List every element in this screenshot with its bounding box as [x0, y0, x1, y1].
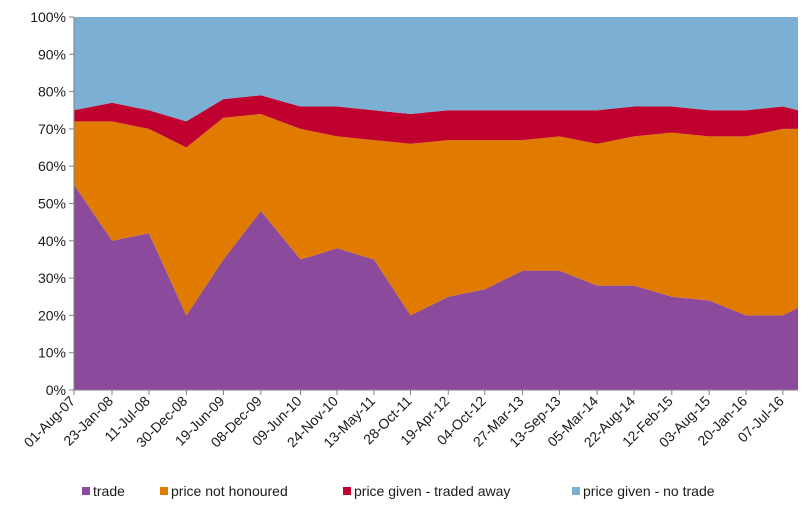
- plot-area: [74, 17, 798, 390]
- legend-label: trade: [93, 483, 125, 499]
- area-series-price-given-traded-away: [74, 95, 798, 148]
- y-axis: 0% 10% 20% 30% 40% 50% 60% 70% 80% 90% 100%: [30, 9, 75, 398]
- y-tick-label: 50%: [38, 196, 66, 212]
- y-tick-label: 20%: [38, 307, 66, 323]
- y-tick-label: 0%: [46, 382, 66, 398]
- area-series-trade: [74, 184, 798, 390]
- legend: trade price not honoured price given - tra…: [82, 483, 715, 499]
- legend-item: price given - traded away: [343, 483, 510, 499]
- y-tick-label: 90%: [38, 46, 66, 62]
- legend-swatch: [160, 487, 168, 495]
- y-tick-label: 80%: [38, 84, 66, 100]
- y-tick-label: 30%: [38, 270, 66, 286]
- y-tick-label: 10%: [38, 345, 66, 361]
- legend-swatch: [82, 487, 90, 495]
- y-tick-label: 70%: [38, 121, 66, 137]
- legend-label: price given - no trade: [583, 483, 715, 499]
- area-series-price-given-no-trade: [74, 17, 798, 122]
- area-series-price-not-honoured: [74, 114, 798, 316]
- legend-label: price not honoured: [171, 483, 288, 499]
- y-tick-label: 40%: [38, 233, 66, 249]
- x-axis: 01-Aug-0723-Jan-0811-Jul-0830-Dec-0819-J…: [21, 389, 798, 451]
- legend-label: price given - traded away: [354, 483, 510, 499]
- legend-item: price given - no trade: [572, 483, 715, 499]
- y-tick-label: 60%: [38, 158, 66, 174]
- legend-item: price not honoured: [160, 483, 288, 499]
- legend-swatch: [572, 487, 580, 495]
- legend-item: trade: [82, 483, 125, 499]
- legend-swatch: [343, 487, 351, 495]
- y-tick-label: 100%: [30, 9, 66, 25]
